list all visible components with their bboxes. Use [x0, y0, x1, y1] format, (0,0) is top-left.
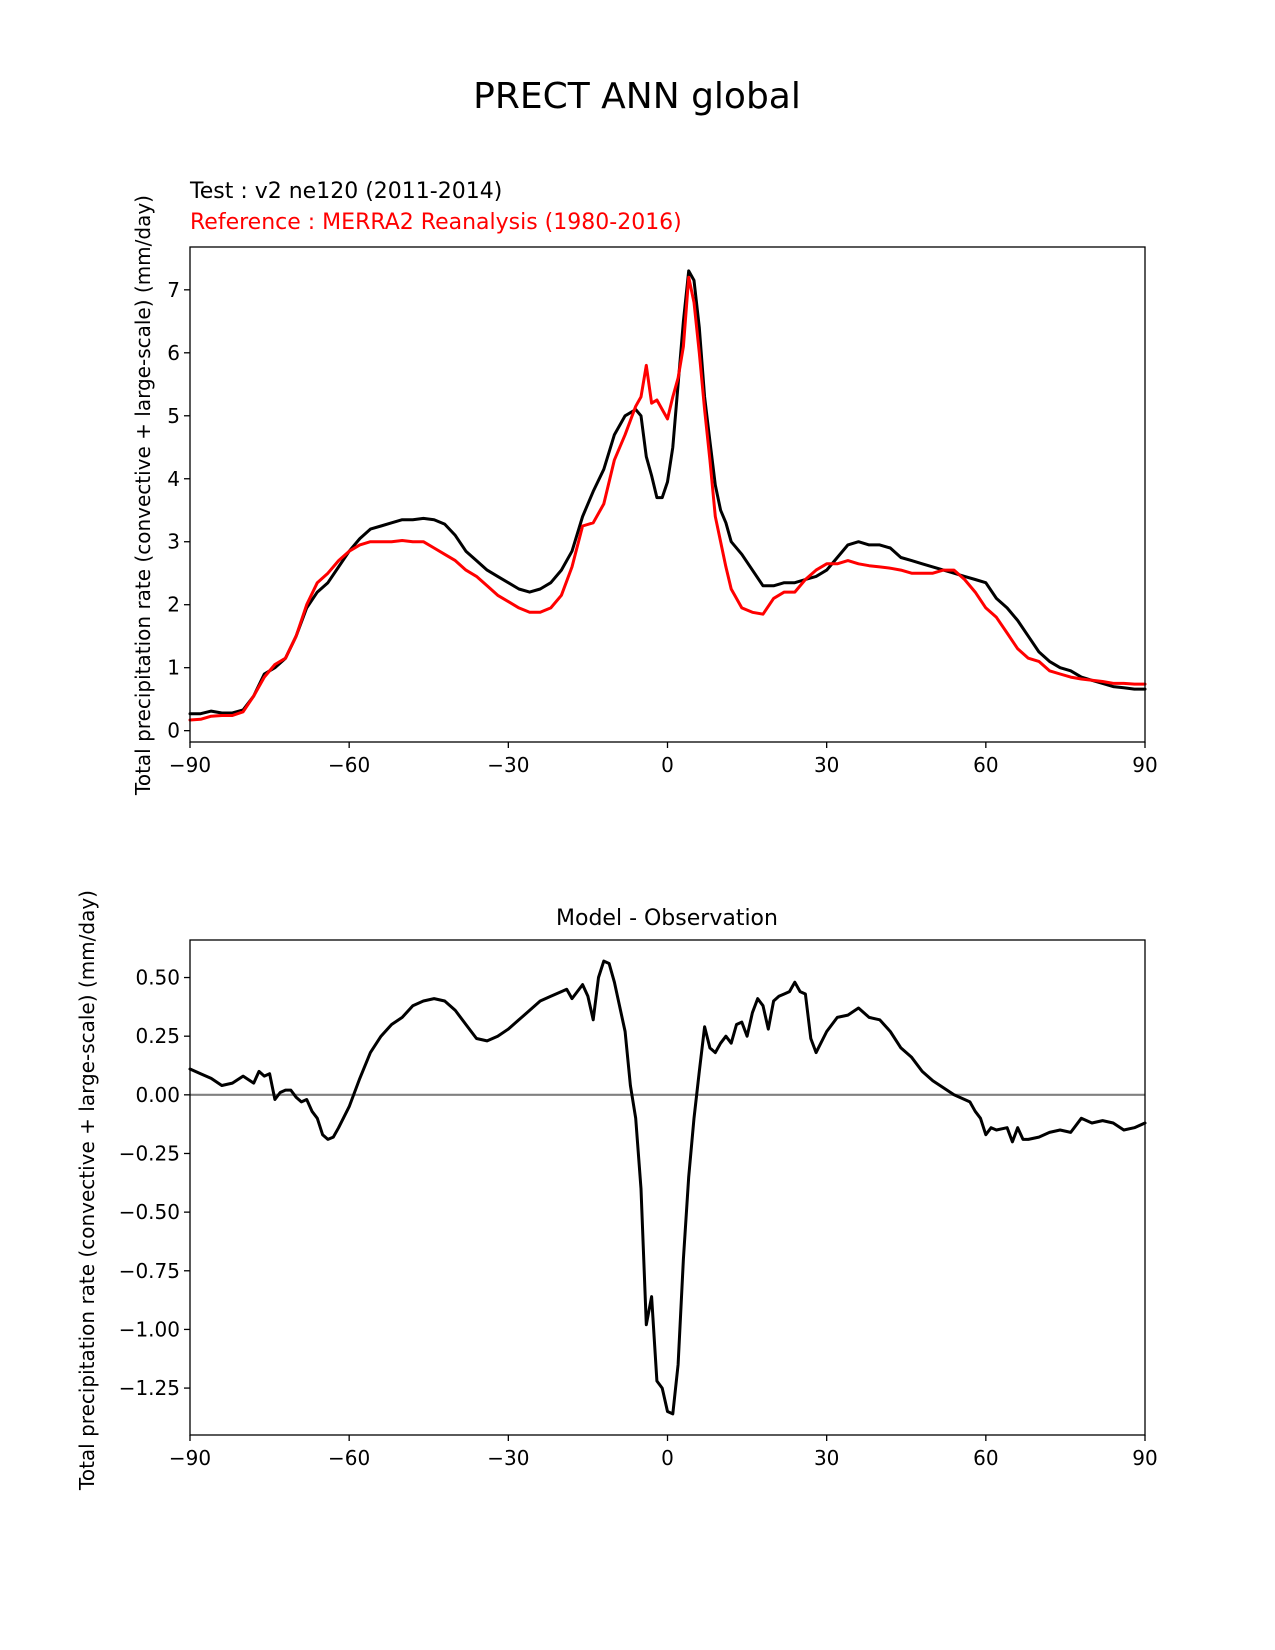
y-tick-label: 3 [167, 530, 180, 554]
y-tick-label: 4 [167, 467, 180, 491]
x-tick-label: −60 [328, 1446, 370, 1470]
x-tick-label: −90 [169, 1446, 211, 1470]
x-tick-label: −90 [169, 753, 211, 777]
plot-area: −90 −60 −30 0 30 60 90 0.50 0.25 0.00 −0.25 −0.50 −0… [119, 959, 1158, 1470]
chart-subtitle: Model - Observation [556, 906, 778, 931]
x-tick-label: 60 [973, 753, 998, 777]
x-tick-label: 90 [1132, 1446, 1157, 1470]
y-tick-label: −0.50 [119, 1200, 180, 1224]
x-tick-label: 30 [814, 1446, 839, 1470]
figure-title: PRECT ANN global [473, 76, 801, 117]
x-tick-label: −30 [487, 753, 529, 777]
test-label: Test : v2 ne120 (2011-2014) [189, 179, 502, 204]
y-tick-label: 1 [167, 656, 180, 680]
y-tick-label: 0.50 [135, 966, 180, 990]
y-tick-label: −1.00 [119, 1317, 180, 1341]
y-tick-label: −0.75 [119, 1259, 180, 1283]
series-line-0 [188, 959, 1147, 1416]
x-tick-label: 0 [661, 1446, 674, 1470]
x-tick-label: 0 [661, 753, 674, 777]
series-line-1 [188, 275, 1147, 722]
y-tick-label: 0.00 [135, 1083, 180, 1107]
y-tick-label: 7 [167, 278, 180, 302]
y-tick-label: 6 [167, 341, 180, 365]
y-tick-label: 2 [167, 593, 180, 617]
y-tick-label: 5 [167, 404, 180, 428]
series-line-0 [188, 269, 1147, 716]
x-tick-label: 30 [814, 753, 839, 777]
x-tick-label: 60 [973, 1446, 998, 1470]
chart-panel-bottom: Model - Observation Total precipitation … [75, 890, 1158, 1491]
y-tick-label: −0.25 [119, 1141, 180, 1165]
x-tick-label: 90 [1132, 753, 1157, 777]
chart-panel-top: Test : v2 ne120 (2011-2014) Reference : … [131, 179, 1158, 796]
reference-label: Reference : MERRA2 Reanalysis (1980-2016… [190, 210, 682, 235]
y-tick-label: −1.25 [119, 1376, 180, 1400]
plot-area: −90 −60 −30 0 30 60 90 0 1 2 3 4 5 6 7 [167, 269, 1158, 777]
y-axis-label: Total precipitation rate (convective + l… [131, 195, 155, 796]
x-tick-label: −60 [328, 753, 370, 777]
y-axis-label: Total precipitation rate (convective + l… [75, 890, 99, 1491]
plot-frame [189, 939, 1146, 1436]
y-tick-label: 0 [167, 719, 180, 743]
y-tick-label: 0.25 [135, 1024, 180, 1048]
plot-frame [189, 246, 1146, 743]
x-tick-label: −30 [487, 1446, 529, 1470]
